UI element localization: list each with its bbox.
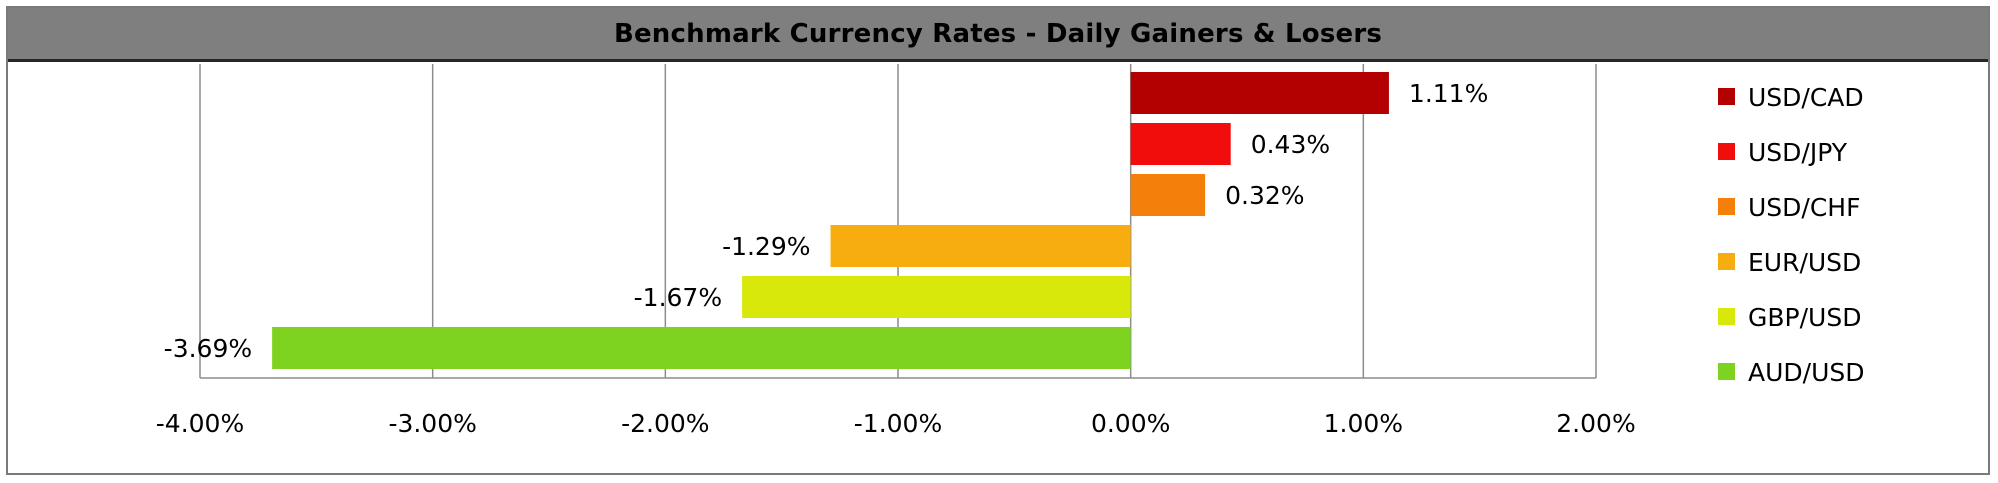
x-tick-label: -2.00% [621, 409, 709, 438]
legend-label: GBP/USD [1748, 303, 1861, 332]
x-tick-label: 0.00% [1091, 409, 1170, 438]
bar-gbp-usd [742, 276, 1131, 318]
legend-swatch [1718, 308, 1735, 325]
legend-swatch [1718, 363, 1735, 380]
legend-label: USD/CHF [1748, 193, 1860, 222]
legend-swatch [1718, 143, 1735, 160]
x-tick-label: -1.00% [854, 409, 942, 438]
data-label: -1.29% [722, 232, 810, 261]
bar-eur-usd [830, 225, 1131, 267]
x-axis-ticks: -4.00% -3.00% -2.00% -1.00% 0.00% 1.00% 2.00% [156, 409, 1636, 438]
data-labels: 1.11% 0.43% 0.32% -1.29%-1.67% -3.69% [164, 79, 1489, 363]
chart-frame: Benchmark Currency Rates - Daily Gainers… [6, 6, 1990, 475]
bar-usd-jpy [1130, 123, 1231, 165]
legend-swatch [1718, 88, 1735, 105]
data-label: 0.32% [1225, 181, 1304, 210]
chart-title: Benchmark Currency Rates - Daily Gainers… [613, 18, 1383, 49]
data-label: -3.69% [164, 334, 252, 363]
legend: USD/CAD USD/JPY USD/CHF EUR/USD GBP/USD AUD/U… [1718, 83, 1865, 387]
data-label: 1.11% [1409, 79, 1488, 108]
data-label: -1.67% [634, 283, 722, 312]
bar-aud-usd [272, 327, 1131, 369]
data-label: 0.43% [1251, 130, 1330, 159]
legend-swatch [1718, 253, 1735, 270]
chart-title-bar: Benchmark Currency Rates - Daily Gainers… [8, 8, 1988, 62]
x-tick-label: -4.00% [156, 409, 244, 438]
legend-label: USD/JPY [1748, 138, 1848, 167]
legend-label: EUR/USD [1748, 248, 1861, 277]
gridlines [199, 64, 1597, 379]
legend-label: AUD/USD [1748, 358, 1865, 387]
legend-label: USD/CAD [1748, 83, 1864, 112]
bar-usd-cad [1130, 72, 1389, 114]
x-tick-label: 1.00% [1324, 409, 1403, 438]
x-tick-label: 2.00% [1556, 409, 1635, 438]
legend-swatch [1718, 198, 1735, 215]
bars [272, 72, 1389, 369]
bar-usd-chf [1130, 174, 1206, 216]
x-tick-label: -3.00% [388, 409, 476, 438]
